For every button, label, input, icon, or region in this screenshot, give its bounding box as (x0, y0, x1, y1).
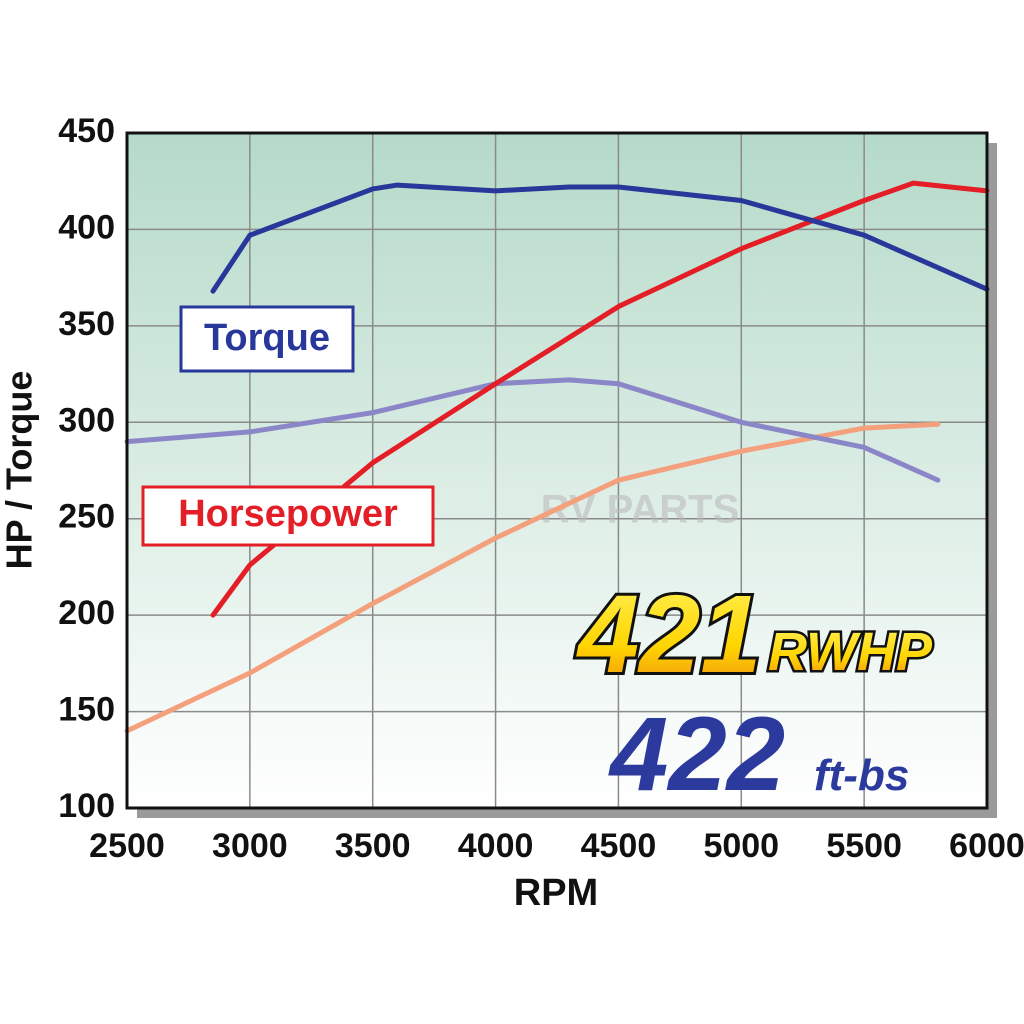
legend-label: Torque (204, 317, 330, 359)
x-tick-label: 2500 (89, 827, 165, 865)
y-tick-label: 250 (58, 498, 115, 536)
series-line (124, 377, 941, 483)
legend-box (179, 305, 355, 373)
plot-frame (125, 131, 989, 810)
x-tick-label: 4500 (581, 827, 657, 865)
legend-label: Horsepower (178, 493, 398, 535)
x-tick-label: 3000 (212, 827, 288, 865)
hp-number: 421 (576, 573, 762, 696)
x-tick-label: 5500 (826, 827, 902, 865)
watermark: RV PARTS (541, 488, 740, 532)
y-tick-label: 400 (58, 208, 115, 246)
y-tick-label: 200 (58, 594, 115, 632)
x-tick-label: 3500 (335, 827, 411, 865)
x-tick-label: 4000 (458, 827, 534, 865)
y-axis-label: HP / Torque (0, 371, 40, 570)
y-tick-label: 350 (58, 305, 115, 343)
legend-box (141, 485, 435, 547)
y-tick-label: 450 (58, 112, 115, 150)
series-line (124, 421, 941, 734)
y-tick-label: 100 (58, 787, 115, 825)
plot-area (127, 133, 987, 808)
y-tick-label: 300 (58, 401, 115, 439)
y-tick-label: 150 (58, 691, 115, 729)
series-line (210, 182, 990, 294)
x-axis-label: RPM (514, 872, 598, 914)
tq-number: 422 (608, 696, 785, 813)
hp-unit: RWHP (768, 622, 933, 682)
tq-unit: ft-bs (814, 751, 909, 800)
x-tick-label: 5000 (703, 827, 779, 865)
x-tick-label: 6000 (949, 827, 1024, 865)
